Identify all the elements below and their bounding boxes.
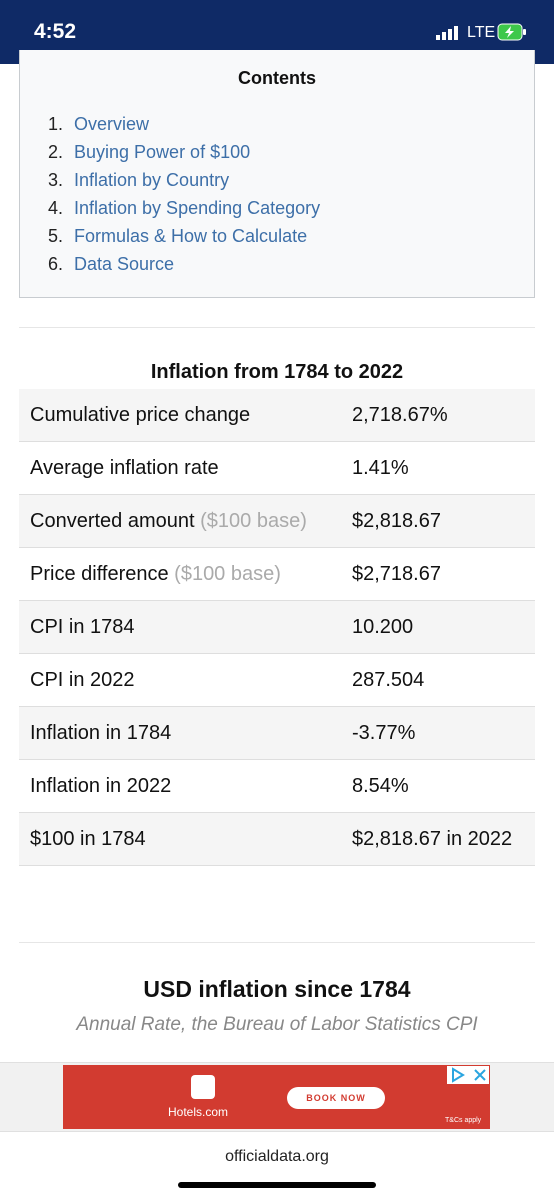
- row-label-cell: Converted amount ($100 base): [19, 495, 331, 547]
- toc-number: 1.: [48, 114, 64, 134]
- row-label: Converted amount: [30, 510, 195, 532]
- ad-choices[interactable]: [447, 1066, 489, 1084]
- row-note: ($100 base): [200, 510, 307, 532]
- row-label: Inflation in 2022: [30, 775, 172, 797]
- section-title: USD inflation since 1784: [143, 976, 411, 1002]
- row-note: ($100 base): [174, 563, 281, 585]
- divider: [19, 942, 535, 943]
- row-label: CPI in 2022: [30, 669, 135, 691]
- row-label: Inflation in 1784: [30, 722, 172, 744]
- toc-link[interactable]: Buying Power of $100: [74, 142, 251, 162]
- divider: [19, 327, 535, 328]
- home-indicator: [178, 1182, 376, 1188]
- network: LTE: [467, 24, 496, 41]
- row-label-cell: Inflation in 1784: [19, 707, 331, 759]
- ad-button[interactable]: BOOK NOW: [287, 1087, 385, 1109]
- toc-number: 2.: [48, 142, 64, 162]
- toc-number: 6.: [48, 254, 64, 274]
- table-row: Average inflation rate 1.41%: [19, 442, 535, 495]
- table-row: $100 in 1784 $2,818.67 in 2022: [19, 813, 535, 866]
- row-value: 287.504: [352, 669, 425, 691]
- table-row: CPI in 1784 10.200: [19, 601, 535, 654]
- table-row: Price difference ($100 base) $2,718.67: [19, 548, 535, 601]
- row-label: Price difference: [30, 563, 169, 585]
- ad-bar: Hotels.com BOOK NOW T&Cs apply: [0, 1062, 554, 1132]
- row-label: Cumulative price change: [30, 404, 251, 426]
- table-row: Converted amount ($100 base) $2,818.67: [19, 495, 535, 548]
- ad-brand: Hotels.com: [168, 1105, 229, 1119]
- toc-link[interactable]: Inflation by Country: [74, 170, 230, 190]
- section-subtitle: Annual Rate, the Bureau of Labor Statist…: [76, 1014, 478, 1035]
- row-label-cell: $100 in 1784: [19, 813, 331, 865]
- toc-link[interactable]: Data Source: [74, 254, 175, 274]
- toc-link[interactable]: Formulas & How to Calculate: [74, 226, 308, 246]
- row-label: Average inflation rate: [30, 457, 219, 479]
- table-row: Cumulative price change 2,718.67%: [19, 389, 535, 442]
- row-value: 1.41%: [352, 457, 409, 479]
- battery-icon: [497, 23, 526, 41]
- row-value: $2,818.67 in 2022: [352, 828, 513, 850]
- toc-link[interactable]: Inflation by Spending Category: [74, 198, 321, 218]
- row-label: $100 in 1784: [30, 828, 146, 850]
- table-row: Inflation in 2022 8.54%: [19, 760, 535, 813]
- row-value: 8.54%: [352, 775, 409, 797]
- row-value: -3.77%: [352, 722, 416, 744]
- row-label-cell: Average inflation rate: [19, 442, 331, 494]
- row-label-cell: Cumulative price change: [19, 389, 331, 441]
- row-value: $2,718.67: [352, 563, 441, 585]
- row-label: CPI in 1784: [30, 616, 135, 638]
- table-row: CPI in 2022 287.504: [19, 654, 535, 707]
- ad-logo: [191, 1075, 215, 1099]
- toc-link[interactable]: Overview: [74, 114, 150, 134]
- ad-banner[interactable]: Hotels.com BOOK NOW T&Cs apply: [63, 1065, 490, 1129]
- ad-terms: T&Cs apply: [445, 1117, 482, 1124]
- row-label-cell: Inflation in 2022: [19, 760, 331, 812]
- toc-number: 5.: [48, 226, 64, 246]
- table-title: Inflation from 1784 to 2022: [150, 361, 404, 383]
- contents-box: Contents 1. Overview 2. Buying Power of $10…: [19, 50, 535, 298]
- table: Cumulative price change 2,718.67% Average …: [19, 389, 535, 866]
- time: 4:52: [34, 20, 77, 43]
- row-label-cell: CPI in 1784: [19, 601, 331, 653]
- row-value: $2,818.67: [352, 510, 441, 532]
- row-value: 2,718.67%: [352, 404, 448, 426]
- row-label-cell: Price difference ($100 base): [19, 548, 331, 600]
- toc-number: 4.: [48, 198, 64, 218]
- row-label-cell: CPI in 2022: [19, 654, 331, 706]
- toc-number: 3.: [48, 170, 64, 190]
- contents-title: Contents: [238, 68, 316, 88]
- footer-url[interactable]: officialdata.org: [225, 1148, 329, 1165]
- table-row: Inflation in 1784 -3.77%: [19, 707, 535, 760]
- row-value: 10.200: [352, 616, 414, 638]
- signal-icon: [436, 26, 458, 40]
